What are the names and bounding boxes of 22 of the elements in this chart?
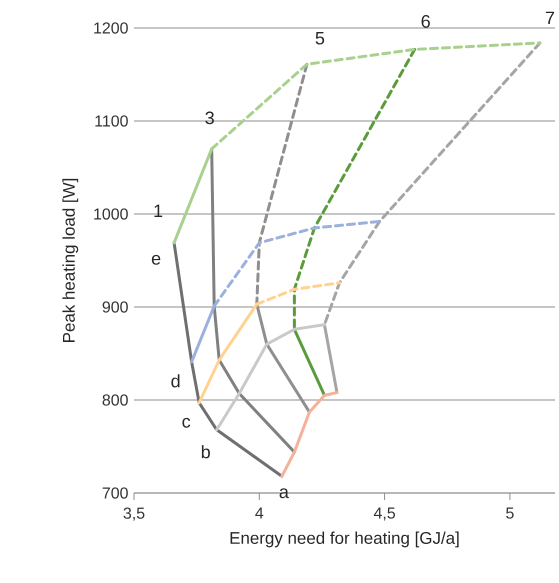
y-tick-label: 1000 xyxy=(94,208,128,220)
y-tick-label: 1200 xyxy=(94,22,128,34)
annotation: a xyxy=(280,488,289,498)
y-tick-label: 1100 xyxy=(95,115,128,127)
y-tick-label: 800 xyxy=(102,394,128,406)
annotation: c xyxy=(182,418,190,428)
annotation: 7 xyxy=(546,12,554,24)
annotation: 3 xyxy=(205,112,214,124)
annotation: 6 xyxy=(422,15,430,28)
x-tick-label: 5 xyxy=(506,508,514,519)
y-axis-title: Peak heating load [W] xyxy=(62,178,78,342)
annotation: d xyxy=(171,374,180,388)
x-axis-title: Energy need for heating [GJ/a] xyxy=(230,532,459,548)
annotation: 5 xyxy=(316,32,324,45)
annotation: b xyxy=(202,445,210,458)
x-tick-label: 3,5 xyxy=(124,508,144,521)
x-tick-label: 4,5 xyxy=(374,508,395,521)
annotation: 1 xyxy=(154,204,162,217)
x-tick-label: 4 xyxy=(255,508,264,518)
y-tick-label: 900 xyxy=(102,301,128,313)
y-tick-label: 700 xyxy=(102,487,128,499)
annotation: e xyxy=(152,254,160,265)
